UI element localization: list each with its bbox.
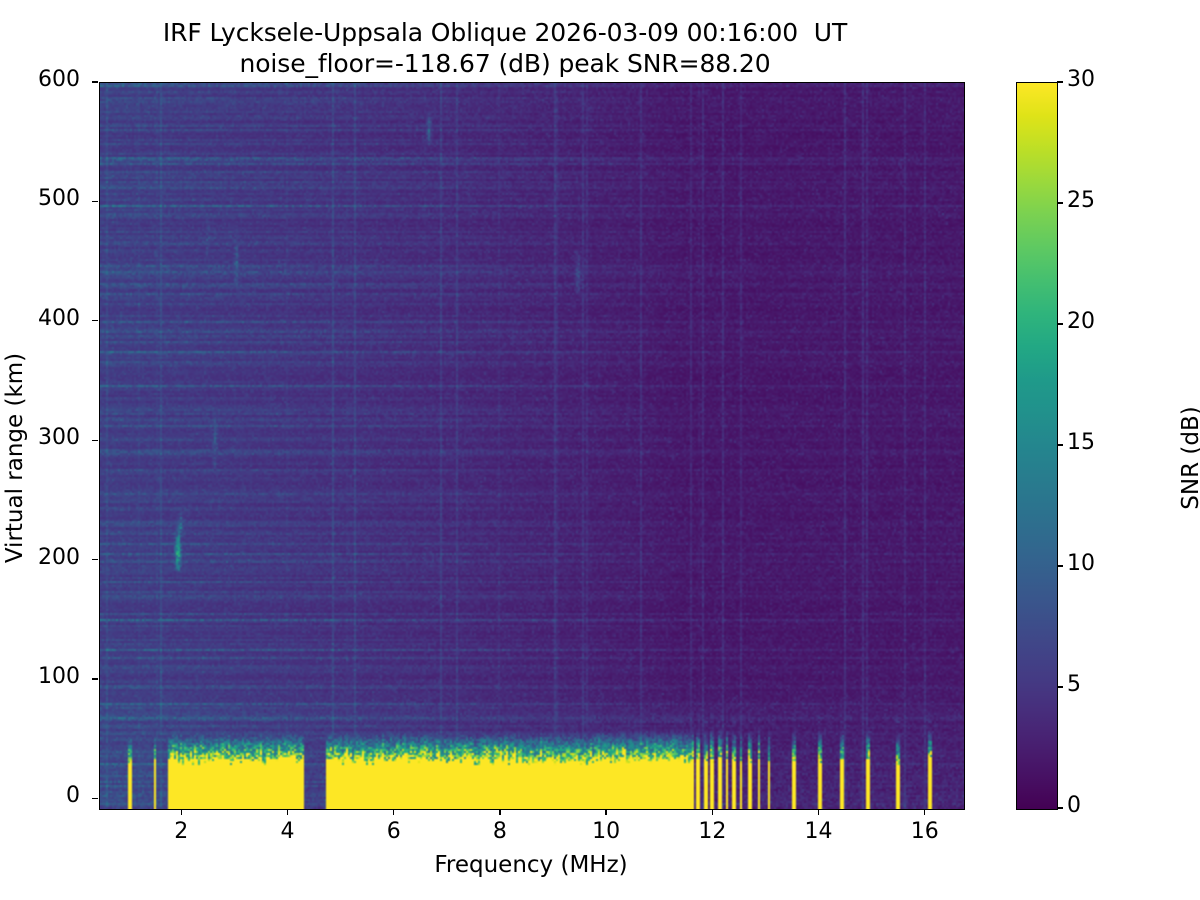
x-tick-mark [605, 809, 607, 816]
colorbar-tick-mark [1057, 565, 1064, 567]
title-line-2: noise_floor=-118.67 (dB) peak SNR=88.20 [239, 48, 771, 78]
x-axis-label: Frequency (MHz) [434, 852, 628, 878]
y-tick-mark [91, 797, 98, 800]
y-tick-label: 600 [38, 67, 80, 92]
colorbar-tick-label: 20 [1067, 309, 1095, 334]
colorbar-tick-label: 0 [1067, 793, 1081, 818]
x-tick-label: 16 [910, 819, 939, 844]
x-tick-label: 14 [804, 819, 833, 844]
y-tick-label: 0 [66, 783, 80, 809]
colorbar-label: SNR (dB) [1178, 406, 1200, 510]
y-tick-mark [91, 558, 98, 561]
colorbar-tick-mark [1057, 444, 1064, 446]
colorbar-tick-mark [1057, 202, 1064, 204]
y-tick-label: 400 [38, 305, 80, 331]
x-tick-label: 2 [174, 819, 189, 844]
y-tick-mark [91, 320, 98, 322]
x-tick-label: 10 [592, 819, 621, 844]
x-tick-mark [817, 809, 820, 816]
y-tick-mark [91, 81, 98, 83]
y-tick-mark [91, 200, 98, 203]
colorbar-tick-mark [1057, 81, 1064, 83]
x-tick-label: 12 [698, 819, 727, 844]
ionogram-heatmap [100, 83, 964, 809]
colorbar-tick-label: 15 [1067, 430, 1095, 455]
x-tick-label: 8 [492, 819, 507, 844]
colorbar-tick-mark [1057, 323, 1064, 325]
x-tick-mark [393, 809, 395, 816]
y-tick-label: 500 [38, 186, 80, 212]
y-tick-label: 300 [38, 425, 80, 451]
y-tick-mark [91, 678, 98, 680]
y-tick-label: 100 [38, 664, 80, 690]
chart-title: IRF Lycksele-Uppsala Oblique 2026-03-09 … [0, 18, 1010, 79]
x-tick-label: 4 [280, 819, 295, 844]
x-tick-mark [286, 809, 289, 816]
x-tick-mark [711, 809, 713, 816]
colorbar [1016, 82, 1058, 810]
colorbar-gradient [1017, 83, 1057, 809]
colorbar-tick-label: 5 [1067, 672, 1081, 697]
colorbar-tick-mark [1057, 686, 1064, 688]
title-line-1: IRF Lycksele-Uppsala Oblique 2026-03-09 … [162, 18, 848, 47]
colorbar-tick-label: 25 [1067, 188, 1095, 213]
colorbar-tick-mark [1057, 807, 1064, 809]
x-tick-mark [499, 809, 501, 816]
x-tick-mark [924, 809, 926, 816]
colorbar-tick-label: 30 [1067, 67, 1095, 92]
x-tick-label: 6 [386, 819, 401, 844]
y-tick-label: 200 [38, 544, 80, 570]
y-axis-label: Virtual range (km) [2, 352, 28, 564]
x-tick-mark [180, 809, 182, 816]
plot-area [99, 82, 965, 810]
y-tick-mark [91, 439, 98, 441]
colorbar-tick-label: 10 [1067, 551, 1095, 576]
